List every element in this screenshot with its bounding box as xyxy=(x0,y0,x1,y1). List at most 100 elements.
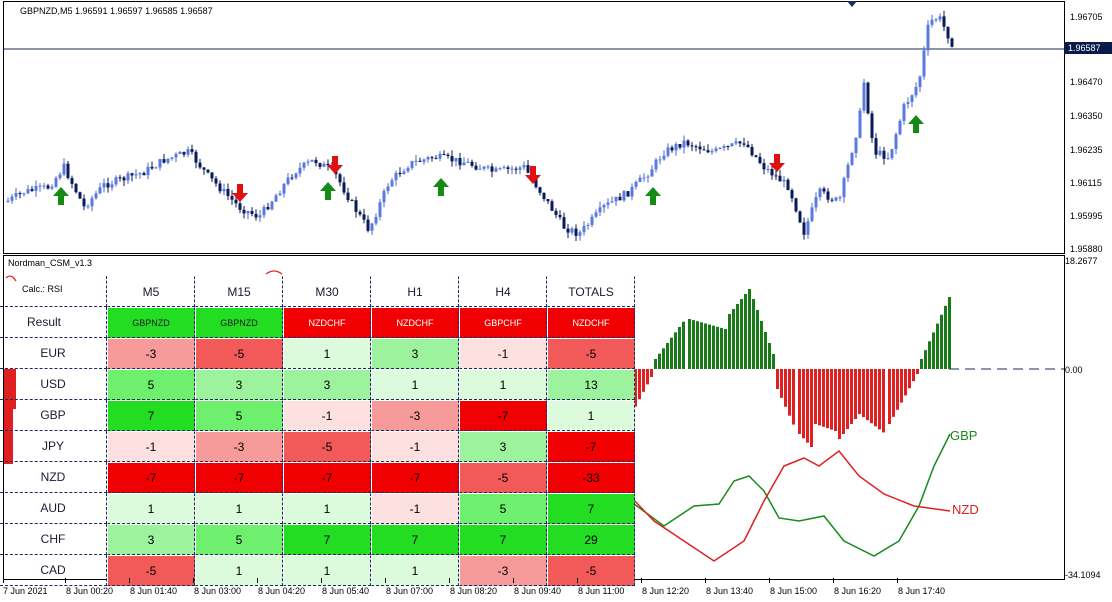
candle-body xyxy=(58,174,62,179)
candle-body xyxy=(746,144,750,148)
row-header: JPY xyxy=(0,431,107,462)
candle-body xyxy=(606,202,610,205)
candle-body xyxy=(158,159,162,168)
value-cell: 7 xyxy=(547,493,635,524)
histogram-bar-up xyxy=(666,343,669,369)
candle-body xyxy=(350,200,354,202)
histogram-bar-up xyxy=(740,299,743,369)
histogram-bar-down xyxy=(842,369,845,434)
candle-body xyxy=(886,158,890,160)
candle-body xyxy=(30,189,34,191)
candle-body xyxy=(130,173,134,176)
candle-body xyxy=(642,177,646,179)
candle-body xyxy=(422,159,426,162)
candle-body xyxy=(302,162,306,168)
value-cell: 5 xyxy=(107,369,195,400)
histogram-bar-up xyxy=(712,325,715,369)
candle-body xyxy=(726,146,730,148)
candle-body xyxy=(138,173,142,175)
candle-body xyxy=(526,165,530,173)
candle-body xyxy=(478,168,482,170)
candle-body xyxy=(542,192,546,200)
candle-body xyxy=(270,201,274,210)
candle-body xyxy=(398,172,402,175)
candle-body xyxy=(366,219,370,231)
candle-body xyxy=(486,166,490,168)
histogram-bar-up xyxy=(662,348,665,369)
histogram-bar-down xyxy=(916,369,919,374)
candle-body xyxy=(898,120,902,135)
time-tick xyxy=(193,578,194,583)
histogram-bar-down xyxy=(892,369,895,417)
candle-body xyxy=(50,186,54,189)
time-label: 8 Jun 08:20 xyxy=(450,586,498,596)
candle-body xyxy=(186,149,190,155)
candle-body xyxy=(6,200,10,202)
currency-row: NZD -7 -7 -7 -7 -5 -33 xyxy=(0,462,635,493)
candle-body xyxy=(306,161,310,163)
candle-body xyxy=(762,163,766,170)
time-label: 8 Jun 01:40 xyxy=(130,586,178,596)
candle-body xyxy=(90,198,94,207)
gbp-line-label: GBP xyxy=(950,428,978,443)
histogram-bar-down xyxy=(818,369,821,426)
value-cell: 3 xyxy=(371,338,459,369)
candle-body xyxy=(914,87,918,96)
histogram-bar-up xyxy=(920,359,923,369)
candle-body xyxy=(518,167,522,170)
candle-body xyxy=(802,222,806,235)
time-label: 8 Jun 07:00 xyxy=(386,586,434,596)
candle-body xyxy=(662,155,666,160)
histogram-bar-down xyxy=(638,369,641,400)
value-cell: 1 xyxy=(547,400,635,431)
price-label: 1.96115 xyxy=(1070,178,1102,188)
candle-body xyxy=(710,151,714,153)
chart-shift-marker[interactable] xyxy=(847,1,857,7)
value-cell: 7 xyxy=(371,524,459,555)
candle-body xyxy=(638,177,642,182)
candle-body xyxy=(702,149,706,151)
time-tick xyxy=(257,578,258,583)
candle-body xyxy=(630,186,634,197)
candle-body xyxy=(106,183,110,188)
buy-arrow-icon xyxy=(908,115,924,133)
result-row: Result GBPNZD GBPNZD NZDCHF NZDCHF GBPCHF NZDC… xyxy=(0,307,635,338)
histogram-bar-down xyxy=(846,369,849,429)
candle-body xyxy=(546,199,550,202)
time-tick xyxy=(513,578,514,583)
value-cell: -1 xyxy=(371,493,459,524)
indicator-zero-label: 0.00 xyxy=(1065,365,1083,375)
time-label: 7 Jun 2021 xyxy=(3,586,48,596)
sell-arrow-icon xyxy=(232,184,248,202)
candle-body xyxy=(622,191,626,201)
candle-body xyxy=(218,183,222,192)
time-label: 8 Jun 00:20 xyxy=(66,586,114,596)
value-cell: 3 xyxy=(195,369,283,400)
currency-row: USD 5 3 3 1 1 13 xyxy=(0,369,635,400)
candle-body xyxy=(342,182,346,193)
candle-body xyxy=(298,167,302,174)
currency-row: EUR -3 -5 1 3 -1 -5 xyxy=(0,338,635,369)
candle-body xyxy=(562,217,566,229)
candle-body xyxy=(238,203,242,210)
histogram-bar-up xyxy=(678,327,681,369)
candle-body xyxy=(626,191,630,197)
gbp-strength-line xyxy=(629,433,951,557)
histogram-bar-up xyxy=(700,322,703,369)
candle-body xyxy=(274,195,278,202)
histogram-bar-down xyxy=(838,369,841,439)
candle-body xyxy=(846,164,850,179)
candle-body xyxy=(426,157,430,160)
candle-body xyxy=(326,163,330,166)
candle-body xyxy=(902,104,906,121)
price-chart-pane[interactable]: GBPNZD,M5 1.96591 1.96597 1.96585 1.9658… xyxy=(3,1,1065,254)
candle-body xyxy=(190,149,194,152)
histogram-bar-down xyxy=(908,369,911,389)
candle-body xyxy=(430,157,434,159)
histogram-bar-up xyxy=(670,337,673,369)
value-cell: -1 xyxy=(371,431,459,462)
candle-body xyxy=(246,211,250,214)
time-tick xyxy=(769,578,770,583)
candle-body xyxy=(942,16,946,27)
candle-body xyxy=(338,174,342,183)
